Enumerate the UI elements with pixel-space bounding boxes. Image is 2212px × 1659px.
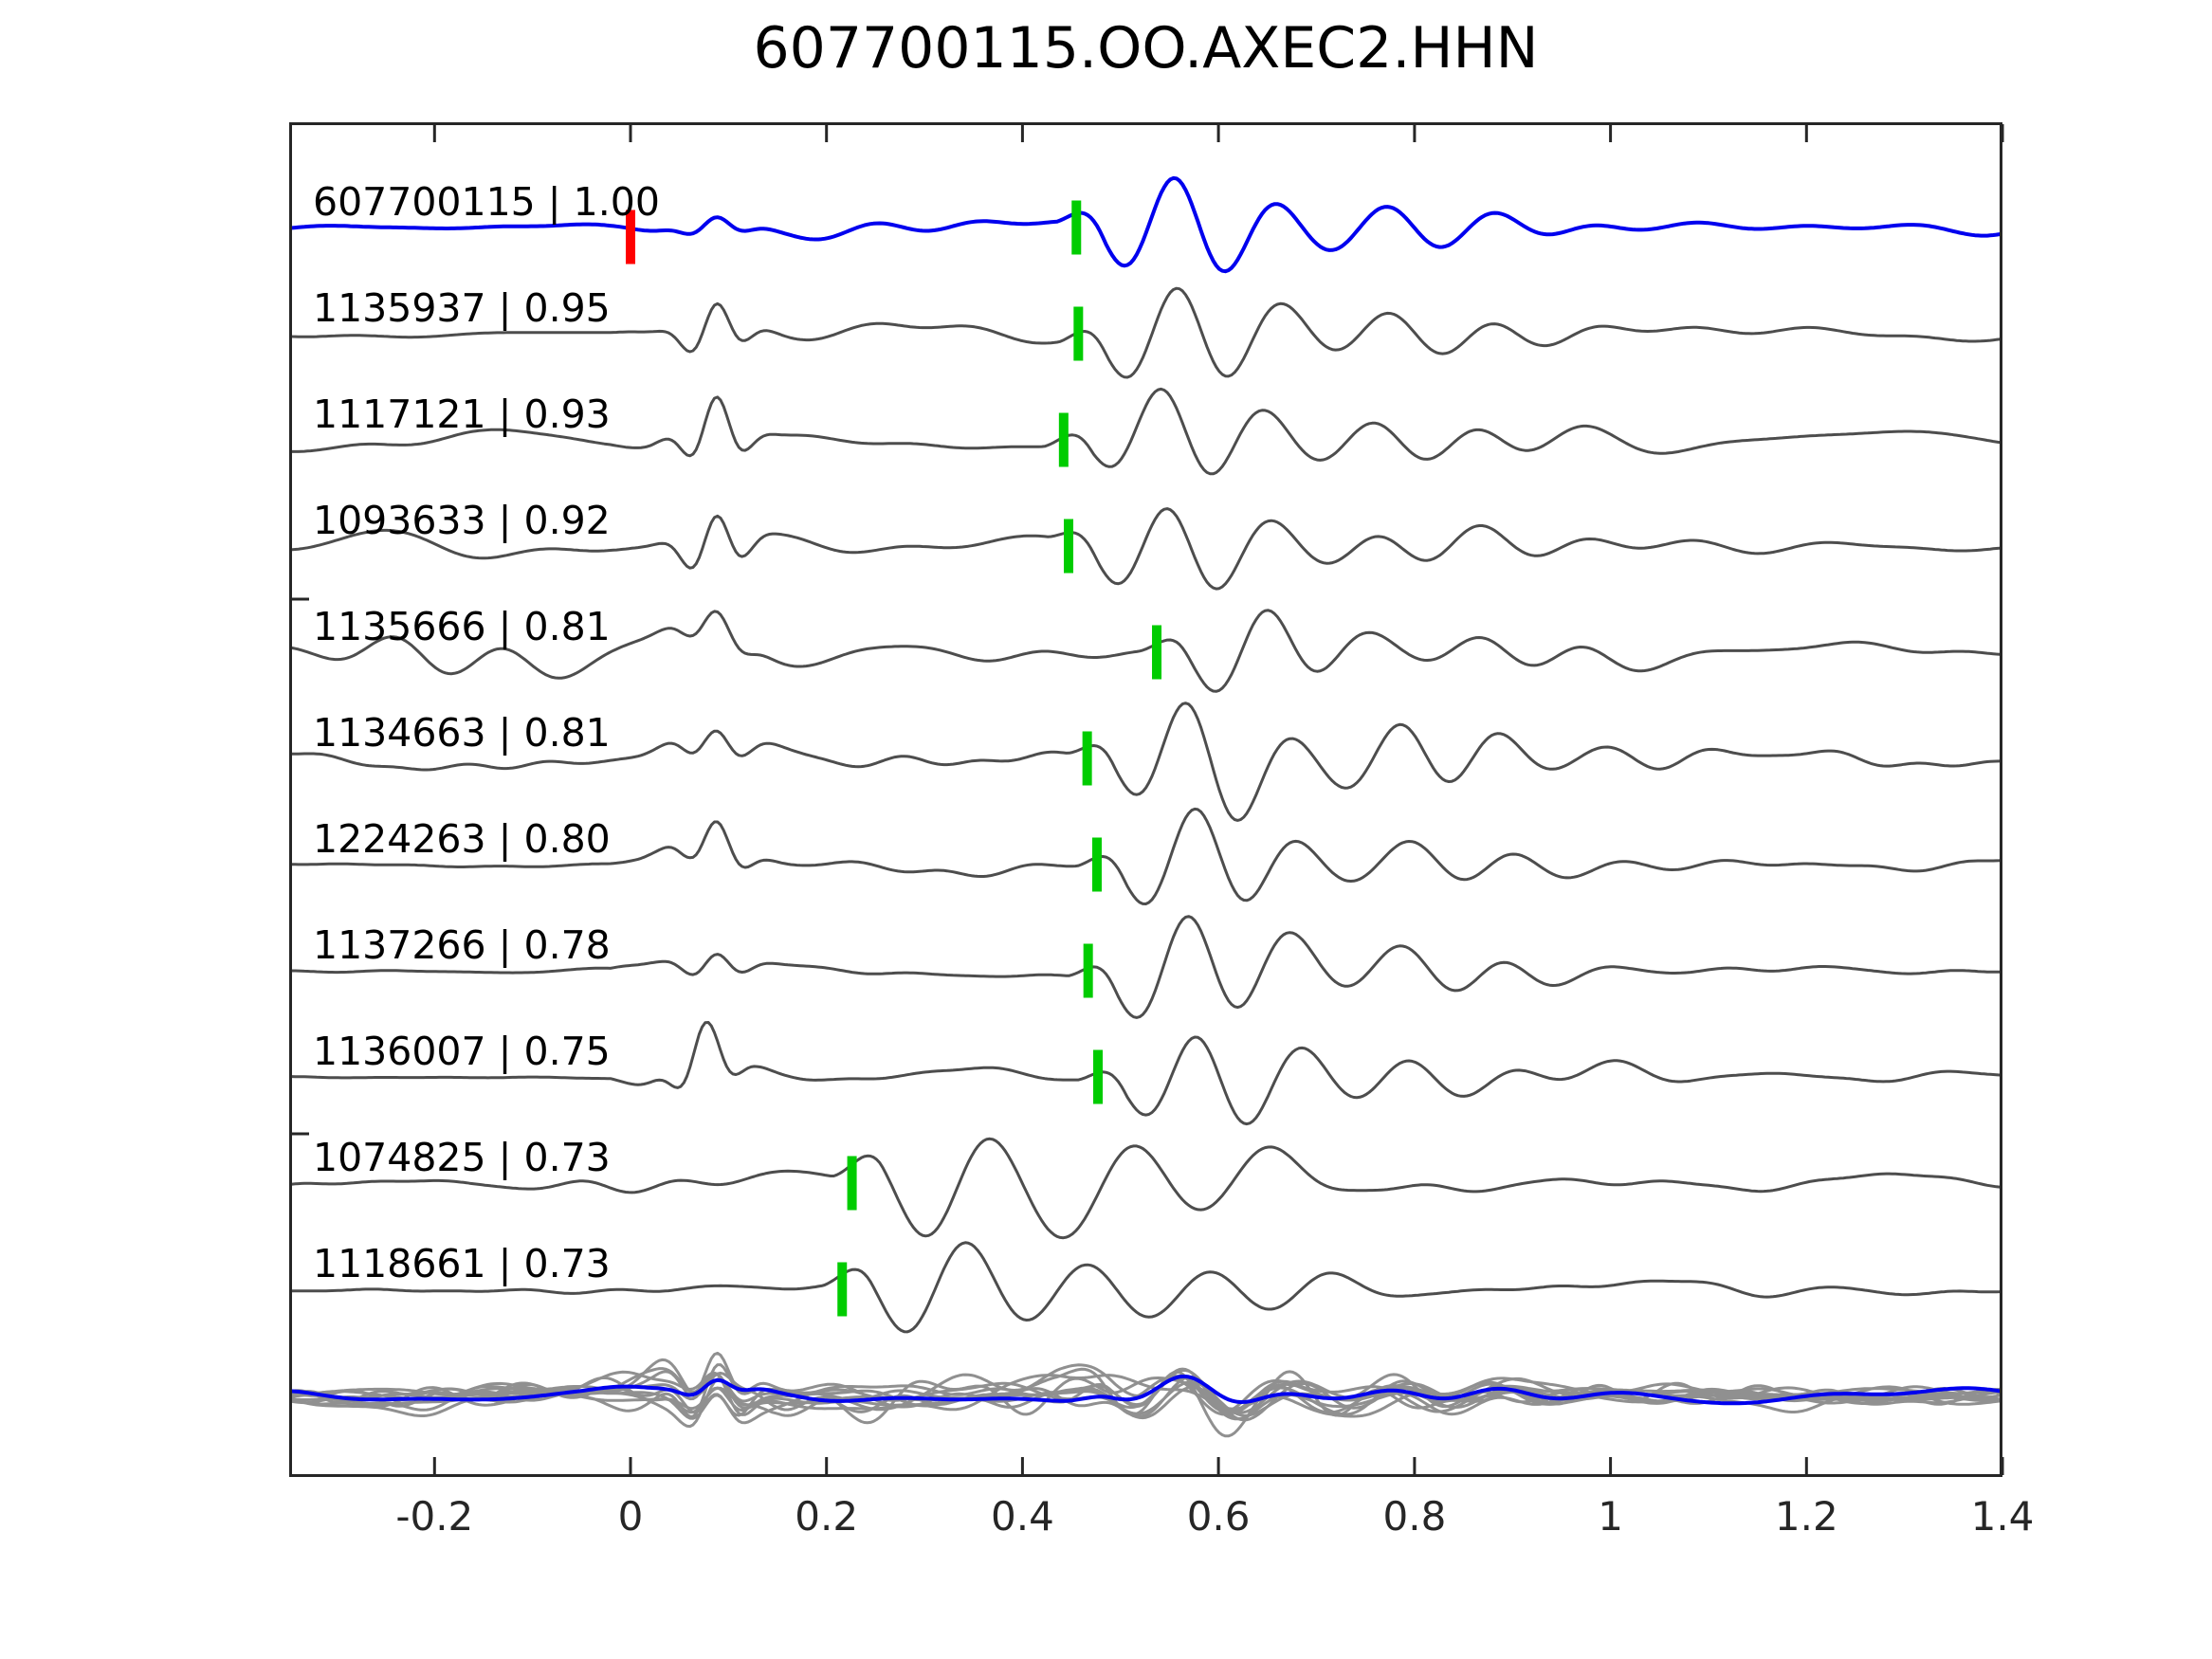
pick-marker-green [1064,519,1074,574]
match-trace-waveform [289,1241,2002,1334]
match-trace-waveform [289,507,2002,591]
x-axis-tick-label: 0.4 [991,1493,1054,1540]
template-pick-marker-red [625,210,635,264]
traces-group [289,175,2002,1438]
plot-border [289,122,2002,1477]
trace-label: 1093633 | 0.92 [313,498,611,543]
pick-markers-group [625,200,1162,1317]
match-trace-waveform [289,915,2002,1019]
axes-group: -0.2 0 0.2 0.4 0.6 0.8 1 1.2 1.4 [289,122,2035,1540]
x-axis-tick-label: -0.2 [395,1493,473,1540]
match-trace-waveform [289,807,2002,905]
x-axis-tick-label: 0 [618,1493,644,1540]
match-trace-waveform [289,387,2002,476]
trace-label: 1074825 | 0.73 [313,1135,611,1180]
trace-label: 1135937 | 0.95 [313,285,611,331]
x-axis-tick-label: 0.2 [795,1493,858,1540]
stack-member-waveform [289,1379,2002,1420]
pick-marker-green [1082,731,1092,786]
trace-label: 1224263 | 0.80 [313,816,611,862]
match-trace-waveform [289,1021,2002,1126]
trace-label: 1137266 | 0.78 [313,922,611,968]
pick-marker-green [1073,306,1084,361]
pick-marker-green [847,1156,857,1211]
x-axis-tick-label: 1.2 [1775,1493,1838,1540]
match-trace-waveform [289,609,2002,693]
trace-label: 1136007 | 0.75 [313,1029,611,1074]
trace-label: 607700115 | 1.00 [313,179,660,225]
stack-trace-waveform [289,1375,2002,1406]
trace-label: 1135666 | 0.81 [313,604,611,649]
x-axis-tick-label: 0.8 [1383,1493,1447,1540]
pick-marker-green [1091,837,1102,892]
match-trace-waveform [289,702,2002,822]
trace-labels-group: 607700115 | 1.00 1135937 | 0.95 1117121 | … [313,179,660,1286]
pick-marker-green [1071,200,1082,255]
match-trace-waveform [289,1137,2002,1240]
trace-label: 1118661 | 0.73 [313,1241,611,1286]
stack-member-waveform [289,1358,2002,1413]
template-trace-waveform [289,175,2002,274]
pick-marker-green [1083,943,1093,998]
pick-marker-green [837,1262,848,1317]
pick-marker-green [1093,1049,1104,1104]
trace-label: 1134663 | 0.81 [313,710,611,756]
x-axis-tick-label: 1.4 [1971,1493,2035,1540]
x-axis-tick-label: 1 [1598,1493,1623,1540]
pick-marker-green [1152,625,1162,680]
match-trace-waveform [289,286,2002,379]
x-axis-tick-label: 0.6 [1187,1493,1251,1540]
chart-title: 607700115.OO.AXEC2.HHN [753,15,1539,82]
pick-marker-green [1058,412,1069,467]
trace-label: 1117121 | 0.93 [313,392,611,437]
